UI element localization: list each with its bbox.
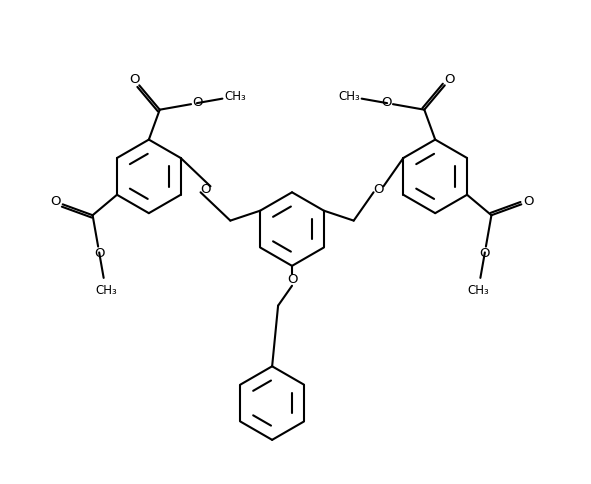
Text: O: O — [193, 96, 203, 109]
Text: CH₃: CH₃ — [338, 90, 360, 103]
Text: O: O — [524, 195, 534, 208]
Text: O: O — [381, 96, 391, 109]
Text: O: O — [50, 195, 60, 208]
Text: O: O — [444, 73, 455, 86]
Text: O: O — [479, 247, 490, 260]
Text: O: O — [94, 247, 105, 260]
Text: O: O — [129, 73, 139, 86]
Text: O: O — [374, 183, 384, 196]
Text: CH₃: CH₃ — [95, 284, 117, 297]
Text: O: O — [287, 273, 297, 286]
Text: CH₃: CH₃ — [224, 90, 246, 103]
Text: O: O — [200, 183, 211, 196]
Text: CH₃: CH₃ — [467, 284, 489, 297]
